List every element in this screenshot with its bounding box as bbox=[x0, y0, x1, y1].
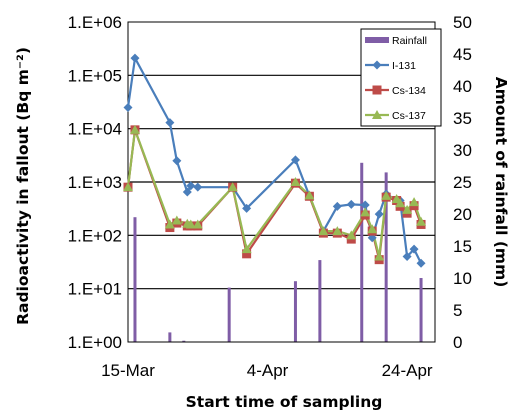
marker-cs-137 bbox=[332, 226, 343, 236]
marker-cs-137 bbox=[360, 207, 371, 217]
marker-i-131 bbox=[360, 200, 370, 210]
y-right-tick-label: 30 bbox=[453, 141, 472, 160]
y-right-tick-label: 5 bbox=[453, 301, 462, 320]
y-left-tick-label: 1.E+03 bbox=[68, 173, 122, 192]
legend-marker-i-131 bbox=[372, 60, 382, 70]
marker-i-131 bbox=[290, 155, 300, 165]
marker-i-131 bbox=[130, 53, 140, 63]
y-left-tick-label: 1.E+02 bbox=[68, 226, 122, 245]
marker-i-131 bbox=[123, 102, 133, 112]
marker-i-131 bbox=[416, 258, 426, 268]
rainfall-bar bbox=[293, 281, 297, 342]
marker-cs-137 bbox=[192, 219, 203, 229]
y-left-tick-label: 1.E+00 bbox=[68, 333, 122, 352]
x-tick-label: 24-Apr bbox=[382, 361, 433, 380]
rainfall-bar bbox=[182, 340, 186, 342]
marker-cs-134 bbox=[242, 249, 252, 259]
rainfall-bar bbox=[384, 172, 388, 342]
marker-i-131 bbox=[374, 209, 384, 219]
legend: Rainfall I-131 Cs-134 Cs-137 bbox=[360, 28, 442, 127]
marker-i-131 bbox=[193, 182, 203, 192]
legend-marker-cs-137 bbox=[372, 110, 382, 119]
series-line-cs-137 bbox=[126, 129, 423, 257]
rainfall-bar bbox=[360, 162, 364, 342]
series-line-cs-134 bbox=[126, 129, 423, 260]
marker-cs-137 bbox=[123, 182, 133, 192]
marker-i-131 bbox=[402, 252, 412, 262]
marker-cs-137 bbox=[185, 219, 196, 229]
y-left-tick-label: 1.E+01 bbox=[68, 280, 122, 299]
y-right-tick-label: 20 bbox=[453, 205, 472, 224]
marker-i-131 bbox=[172, 156, 182, 166]
marker-cs-137 bbox=[129, 124, 140, 134]
marker-i-131 bbox=[242, 203, 252, 213]
marker-cs-137 bbox=[374, 251, 385, 261]
y-right-tick-label: 35 bbox=[453, 109, 472, 128]
marker-cs-137 bbox=[346, 230, 357, 240]
x-tick-label: 15-Mar bbox=[101, 361, 155, 380]
marker-i-131 bbox=[182, 187, 192, 197]
marker-cs-137 bbox=[409, 197, 420, 207]
marker-cs-137 bbox=[402, 204, 413, 214]
marker-i-131 bbox=[346, 199, 356, 209]
marker-cs-137 bbox=[227, 182, 238, 192]
y-right-tick-label: 25 bbox=[453, 173, 472, 192]
y-right-tick-label: 15 bbox=[453, 237, 472, 256]
marker-i-131 bbox=[186, 181, 196, 191]
grid-lines bbox=[128, 74, 435, 290]
y-left-tick-label: 1.E+06 bbox=[68, 13, 122, 32]
rainfall-bar bbox=[133, 217, 137, 342]
rainfall-bar bbox=[168, 332, 172, 342]
y-right-tick-label: 50 bbox=[453, 13, 472, 32]
y-axis-left-label: Radioactivity in fallout (Bq m⁻²) bbox=[14, 47, 32, 325]
marker-i-131 bbox=[409, 244, 419, 254]
legend-swatch-rainfall bbox=[365, 37, 389, 43]
marker-cs-137 bbox=[171, 215, 182, 225]
marker-cs-137 bbox=[241, 244, 252, 254]
rainfall-bar bbox=[227, 287, 231, 342]
y-left-tick-label: 1.E+04 bbox=[68, 120, 122, 139]
marker-cs-137 bbox=[416, 216, 427, 226]
rainfall-bars bbox=[133, 162, 423, 342]
marker-i-131 bbox=[332, 201, 342, 211]
y-left-tick-label: 1.E+05 bbox=[68, 66, 122, 85]
legend-label: Cs-134 bbox=[392, 85, 426, 97]
marker-cs-137 bbox=[290, 177, 301, 186]
marker-cs-137 bbox=[318, 226, 329, 236]
y-right-tick-label: 0 bbox=[453, 333, 462, 352]
x-axis-label: Start time of sampling bbox=[186, 393, 383, 411]
rainfall-bar bbox=[419, 278, 423, 342]
y-axis-left-ticks: 1.E+00 1.E+01 1.E+02 1.E+03 1.E+04 1.E+05 1.E+… bbox=[68, 13, 122, 352]
series-markers bbox=[123, 53, 427, 268]
legend-label: Rainfall bbox=[392, 35, 427, 47]
rainfall-bar bbox=[318, 260, 322, 342]
marker-cs-137 bbox=[395, 198, 406, 208]
x-tick-label: 4-Apr bbox=[247, 361, 289, 380]
marker-cs-137 bbox=[381, 190, 392, 200]
y-right-tick-label: 40 bbox=[453, 77, 472, 96]
marker-cs-137 bbox=[164, 219, 175, 229]
y-right-tick-label: 10 bbox=[453, 269, 472, 288]
marker-cs-137 bbox=[304, 190, 315, 200]
y-axis-right-label: Amount of rainfall (mm) bbox=[492, 77, 510, 288]
y-axis-right-ticks: 0 5 10 15 20 25 30 35 40 45 50 bbox=[453, 13, 472, 352]
legend-box bbox=[360, 28, 442, 127]
marker-cs-137 bbox=[367, 224, 378, 234]
x-axis-ticks: 15-Mar 4-Apr 24-Apr bbox=[101, 361, 433, 380]
legend-marker-cs-134 bbox=[372, 85, 382, 95]
marker-i-131 bbox=[165, 118, 175, 128]
legend-label: I-131 bbox=[392, 60, 416, 72]
legend-label: Cs-137 bbox=[392, 110, 426, 122]
y-right-tick-label: 45 bbox=[453, 45, 472, 64]
